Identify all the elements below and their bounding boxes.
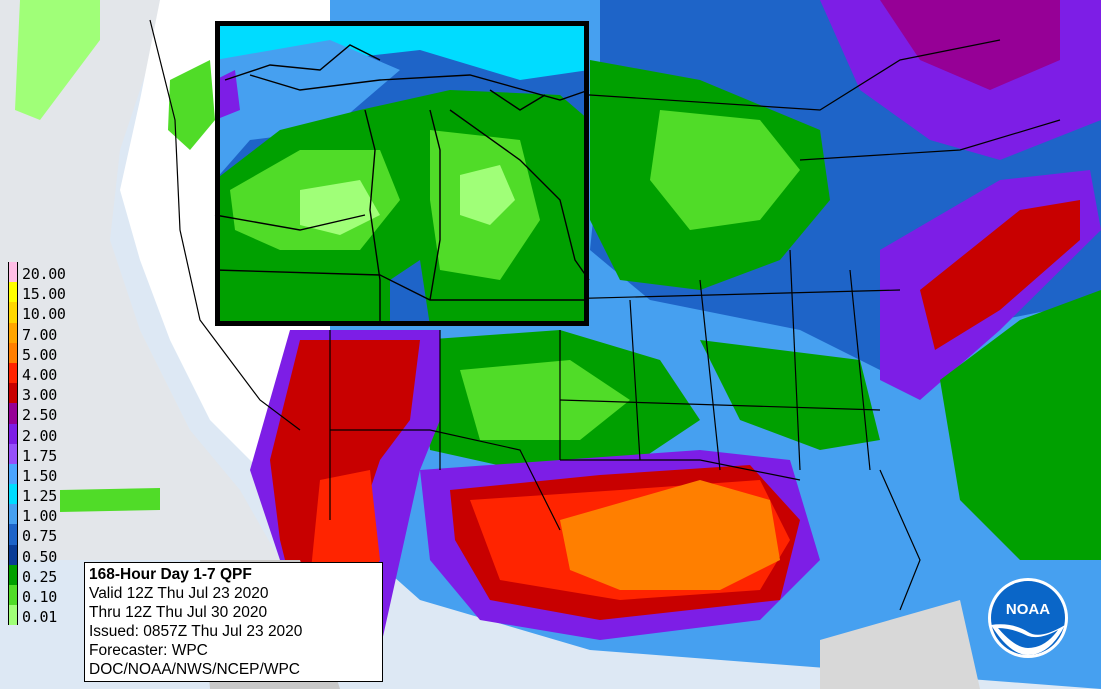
legend-item: 0.50 — [8, 544, 88, 566]
legend: 20.00 15.00 10.00 7.00 5.00 4.00 3.00 2.50 2.00 1… — [8, 262, 88, 627]
legend-label: 2.50 — [22, 406, 57, 425]
region-orange-gulf — [560, 480, 780, 590]
boundaries — [149, 19, 1061, 611]
legend-swatch — [8, 463, 18, 485]
legend-swatch — [8, 484, 18, 505]
legend-item: 4.00 — [8, 362, 88, 384]
region-pacific-green — [60, 488, 160, 512]
legend-swatch — [8, 544, 18, 565]
valid-time: Valid 12Z Thu Jul 23 2020 — [89, 585, 269, 602]
inset-purple-left — [215, 70, 240, 120]
region-magenta-northeast — [880, 0, 1060, 90]
legend-label: 0.10 — [22, 588, 57, 606]
inset-map — [214, 21, 590, 326]
organization: DOC/NOAA/NWS/NCEP/WPC — [89, 661, 300, 678]
region-lightgreen-plains — [460, 360, 630, 440]
legend-label: 1.75 — [22, 446, 57, 465]
legend-label: 1.50 — [22, 466, 57, 485]
region-green-midsouth — [700, 340, 880, 450]
legend-item: 0.25 — [8, 564, 88, 586]
legend-swatch — [8, 342, 18, 363]
cuba-land — [820, 600, 980, 689]
legend-item: 10.00 — [8, 302, 88, 324]
noaa-logo: NOAA — [988, 578, 1068, 658]
legend-swatch — [8, 362, 18, 384]
legend-item: 2.00 — [8, 423, 88, 445]
legend-swatch — [8, 423, 18, 444]
pnw-rain — [15, 0, 100, 120]
inset-blue-light — [215, 40, 400, 180]
noaa-logo-text: NOAA — [1006, 601, 1050, 618]
legend-label: 0.50 — [22, 547, 57, 566]
inset-lightgreen-1 — [300, 180, 380, 235]
legend-item: 0.01 — [8, 605, 88, 627]
region-red-atlantic — [920, 200, 1080, 350]
pacific-ocean — [0, 0, 280, 560]
map-title: 168-Hour Day 1-7 QPF — [89, 566, 252, 583]
legend-swatch — [8, 564, 18, 585]
legend-item: 0.75 — [8, 524, 88, 546]
legend-label: 10.00 — [22, 305, 66, 324]
legend-swatch — [8, 504, 18, 525]
legend-label: 4.00 — [22, 365, 57, 384]
legend-item: 2.50 — [8, 403, 88, 425]
legend-swatch — [8, 443, 18, 464]
legend-swatch — [8, 302, 18, 323]
legend-swatch — [8, 403, 18, 424]
forecaster: Forecaster: WPC — [89, 642, 208, 659]
legend-label: 20.00 — [22, 265, 66, 283]
legend-item: 0.10 — [8, 585, 88, 606]
legend-label: 3.00 — [22, 386, 57, 405]
legend-label: 2.00 — [22, 426, 57, 445]
legend-item: 1.25 — [8, 484, 88, 506]
issued-time: Issued: 0857Z Thu Jul 23 2020 — [89, 623, 303, 640]
legend-swatch — [8, 322, 18, 343]
legend-swatch — [8, 282, 18, 303]
legend-swatch — [8, 383, 18, 404]
legend-label: 5.00 — [22, 345, 57, 364]
legend-swatch — [8, 524, 18, 545]
legend-item: 1.50 — [8, 463, 88, 485]
legend-label: 0.01 — [22, 608, 57, 627]
legend-item: 5.00 — [8, 342, 88, 364]
inset-blue-bottom — [390, 260, 430, 326]
legend-item: 7.00 — [8, 322, 88, 344]
legend-label: 0.25 — [22, 567, 57, 586]
legend-swatch — [8, 605, 18, 626]
legend-item: 1.00 — [8, 504, 88, 526]
legend-swatch — [8, 585, 18, 606]
info-box: 168-Hour Day 1-7 QPF Valid 12Z Thu Jul 2… — [84, 562, 383, 682]
thru-time: Thru 12Z Thu Jul 30 2020 — [89, 604, 268, 621]
legend-label: 7.00 — [22, 325, 57, 344]
legend-label: 0.75 — [22, 527, 57, 546]
inset-boundaries — [214, 44, 590, 326]
inset-frame — [215, 21, 589, 326]
legend-label: 15.00 — [22, 285, 66, 304]
legend-label: 1.25 — [22, 487, 57, 506]
pnw-rain-2 — [168, 60, 215, 150]
region-green-atlantic — [940, 290, 1101, 560]
legend-label: 1.00 — [22, 507, 57, 526]
region-lightgreen-midwest — [650, 110, 800, 230]
legend-item: 3.00 — [8, 383, 88, 405]
inset-lightgreen-2 — [460, 165, 515, 225]
legend-item: 20.00 — [8, 262, 88, 283]
legend-swatch — [8, 262, 18, 283]
legend-item: 15.00 — [8, 282, 88, 304]
legend-item: 1.75 — [8, 443, 88, 465]
